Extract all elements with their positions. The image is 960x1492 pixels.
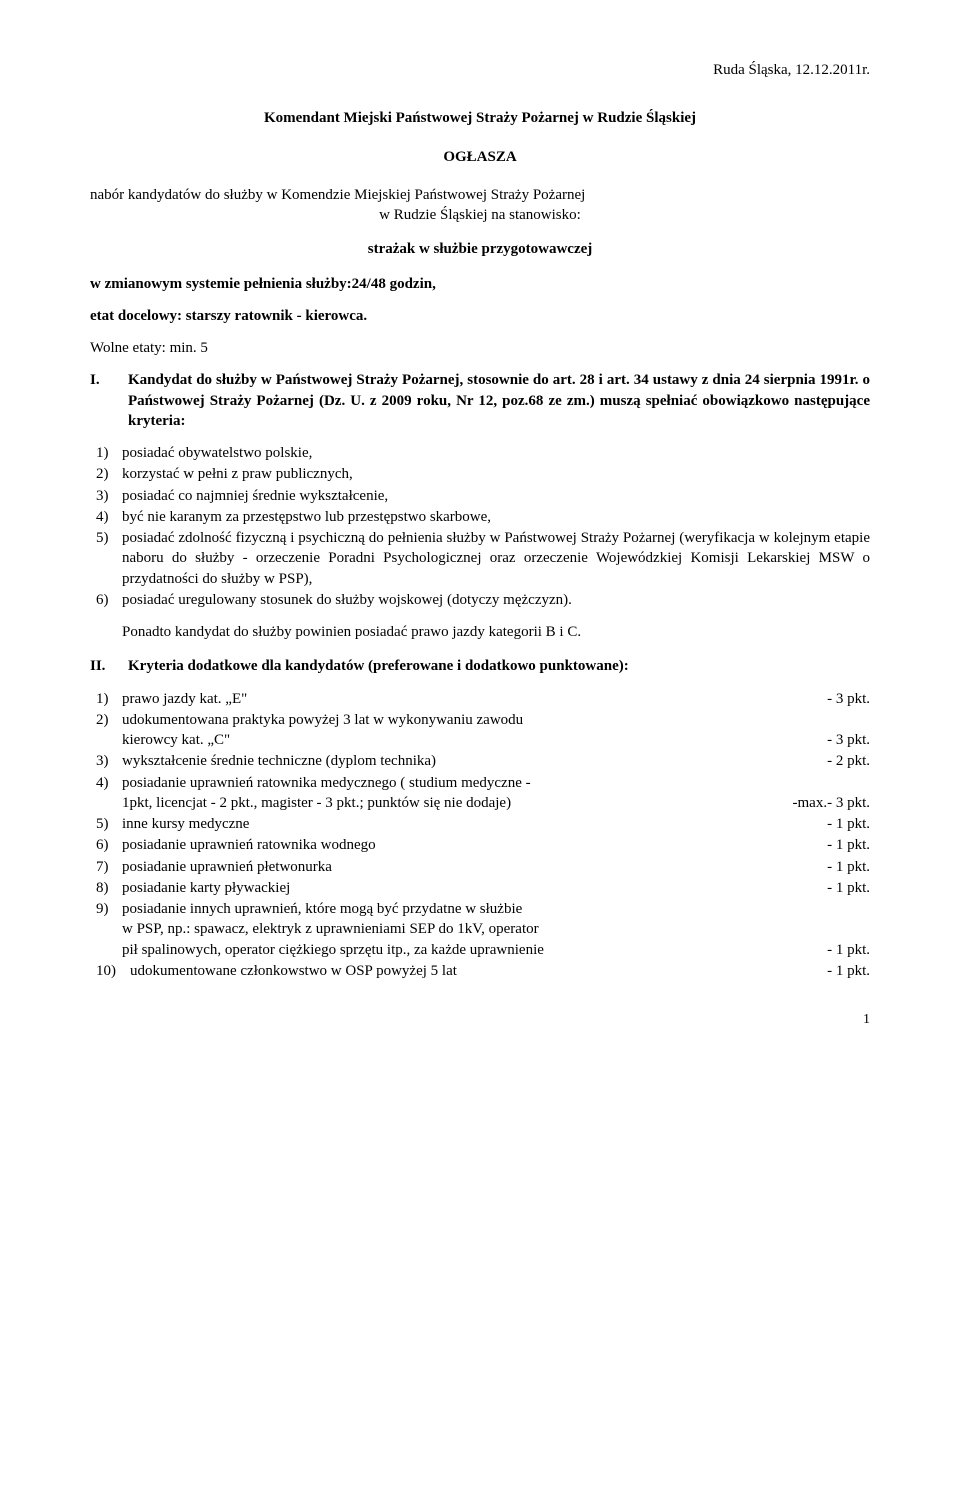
criteria-number: 5): [96, 814, 122, 834]
criteria-item: 3)wykształcenie średnie techniczne (dypl…: [96, 751, 870, 771]
criteria-number: 2): [96, 710, 122, 751]
intro-block: nabór kandydatów do służby w Komendzie M…: [90, 185, 870, 226]
criteria-item: 4)posiadanie uprawnień ratownika medyczn…: [96, 773, 870, 814]
requirement-number: 4): [96, 507, 122, 527]
criteria-text: inne kursy medyczne- 1 pkt.: [122, 814, 870, 834]
criteria-text: udokumentowane członkowstwo w OSP powyże…: [130, 961, 870, 981]
requirement-item: 3)posiadać co najmniej średnie wykształc…: [96, 486, 870, 506]
criteria-label: w PSP, np.: spawacz, elektryk z uprawnie…: [122, 919, 870, 939]
criteria-label: udokumentowana praktyka powyżej 3 lat w …: [122, 710, 870, 730]
page-number: 1: [90, 1011, 870, 1030]
requirement-item: 6)posiadać uregulowany stosunek do służb…: [96, 590, 870, 610]
criteria-label: pił spalinowych, operator ciężkiego sprz…: [122, 940, 807, 960]
section-2-heading: II. Kryteria dodatkowe dla kandydatów (p…: [90, 656, 870, 676]
criteria-label: kierowcy kat. „C": [122, 730, 807, 750]
wolne-etaty-line: Wolne etaty: min. 5: [90, 338, 870, 358]
requirement-text: posiadać co najmniej średnie wykształcen…: [122, 486, 870, 506]
section-2-text: Kryteria dodatkowe dla kandydatów (prefe…: [128, 656, 870, 676]
date-location: Ruda Śląska, 12.12.2011r.: [90, 60, 870, 80]
requirement-number: 5): [96, 528, 122, 589]
criteria-item: 5)inne kursy medyczne- 1 pkt.: [96, 814, 870, 834]
requirement-text: korzystać w pełni z praw publicznych,: [122, 464, 870, 484]
criteria-label: posiadanie innych uprawnień, które mogą …: [122, 899, 870, 919]
criteria-label: posiadanie uprawnień ratownika medyczneg…: [122, 773, 870, 793]
criteria-number: 9): [96, 899, 122, 960]
intro-line-2: w Rudzie Śląskiej na stanowisko:: [90, 205, 870, 225]
criteria-text: udokumentowana praktyka powyżej 3 lat w …: [122, 710, 870, 751]
criteria-points: - 1 pkt.: [807, 857, 870, 877]
section-1-number: I.: [90, 370, 128, 431]
criteria-points: - 1 pkt.: [807, 814, 870, 834]
criteria-points: - 1 pkt.: [807, 961, 870, 981]
section-2-number: II.: [90, 656, 128, 676]
requirements-list: 1)posiadać obywatelstwo polskie,2)korzys…: [96, 443, 870, 610]
ponadto-line: Ponadto kandydat do służby powinien posi…: [122, 622, 870, 642]
criteria-points: - 3 pkt.: [807, 730, 870, 750]
requirement-number: 1): [96, 443, 122, 463]
criteria-label: inne kursy medyczne: [122, 814, 807, 834]
requirement-text: być nie karanym za przestępstwo lub prze…: [122, 507, 870, 527]
criteria-points: - 1 pkt.: [807, 878, 870, 898]
document-header: Komendant Miejski Państwowej Straży Poża…: [90, 108, 870, 128]
criteria-item: 6)posiadanie uprawnień ratownika wodnego…: [96, 835, 870, 855]
criteria-label: 1pkt, licencjat - 2 pkt., magister - 3 p…: [122, 793, 773, 813]
system-line: w zmianowym systemie pełnienia służby:24…: [90, 274, 870, 294]
criteria-label: posiadanie uprawnień ratownika wodnego: [122, 835, 807, 855]
requirement-item: 4)być nie karanym za przestępstwo lub pr…: [96, 507, 870, 527]
section-1-heading: I. Kandydat do służby w Państwowej Straż…: [90, 370, 870, 431]
requirement-number: 3): [96, 486, 122, 506]
etat-line: etat docelowy: starszy ratownik - kierow…: [90, 306, 870, 326]
criteria-points: - 1 pkt.: [807, 940, 870, 960]
criteria-points: - 3 pkt.: [807, 689, 870, 709]
criteria-points: - 2 pkt.: [807, 751, 870, 771]
requirement-text: posiadać zdolność fizyczną i psychiczną …: [122, 528, 870, 589]
criteria-text: wykształcenie średnie techniczne (dyplom…: [122, 751, 870, 771]
criteria-number: 7): [96, 857, 122, 877]
requirement-item: 5)posiadać zdolność fizyczną i psychiczn…: [96, 528, 870, 589]
criteria-number: 3): [96, 751, 122, 771]
criteria-number: 1): [96, 689, 122, 709]
section-1-text: Kandydat do służby w Państwowej Straży P…: [128, 370, 870, 431]
criteria-text: prawo jazdy kat. „E"- 3 pkt.: [122, 689, 870, 709]
requirement-item: 1)posiadać obywatelstwo polskie,: [96, 443, 870, 463]
criteria-text: posiadanie karty pływackiej- 1 pkt.: [122, 878, 870, 898]
criteria-list: 1)prawo jazdy kat. „E"- 3 pkt.2)udokumen…: [96, 689, 870, 982]
criteria-number: 10): [96, 961, 130, 981]
criteria-label: wykształcenie średnie techniczne (dyplom…: [122, 751, 807, 771]
criteria-text: posiadanie uprawnień ratownika wodnego- …: [122, 835, 870, 855]
requirement-number: 6): [96, 590, 122, 610]
criteria-points: - 1 pkt.: [807, 835, 870, 855]
requirement-item: 2)korzystać w pełni z praw publicznych,: [96, 464, 870, 484]
requirement-number: 2): [96, 464, 122, 484]
criteria-label: posiadanie uprawnień płetwonurka: [122, 857, 807, 877]
criteria-label: prawo jazdy kat. „E": [122, 689, 807, 709]
criteria-item: 9)posiadanie innych uprawnień, które mog…: [96, 899, 870, 960]
announce-word: OGŁASZA: [90, 147, 870, 167]
criteria-number: 6): [96, 835, 122, 855]
requirement-text: posiadać uregulowany stosunek do służby …: [122, 590, 870, 610]
criteria-item: 2)udokumentowana praktyka powyżej 3 lat …: [96, 710, 870, 751]
criteria-points: -max.- 3 pkt.: [773, 793, 870, 813]
criteria-number: 4): [96, 773, 122, 814]
criteria-item: 10)udokumentowane członkowstwo w OSP pow…: [96, 961, 870, 981]
position-title: strażak w służbie przygotowawczej: [90, 239, 870, 259]
criteria-number: 8): [96, 878, 122, 898]
criteria-item: 7)posiadanie uprawnień płetwonurka- 1 pk…: [96, 857, 870, 877]
criteria-text: posiadanie uprawnień płetwonurka- 1 pkt.: [122, 857, 870, 877]
criteria-item: 8)posiadanie karty pływackiej- 1 pkt.: [96, 878, 870, 898]
criteria-label: udokumentowane członkowstwo w OSP powyże…: [130, 961, 807, 981]
criteria-label: posiadanie karty pływackiej: [122, 878, 807, 898]
requirement-text: posiadać obywatelstwo polskie,: [122, 443, 870, 463]
criteria-text: posiadanie uprawnień ratownika medyczneg…: [122, 773, 870, 814]
criteria-item: 1)prawo jazdy kat. „E"- 3 pkt.: [96, 689, 870, 709]
criteria-text: posiadanie innych uprawnień, które mogą …: [122, 899, 870, 960]
intro-line-1: nabór kandydatów do służby w Komendzie M…: [90, 185, 870, 205]
